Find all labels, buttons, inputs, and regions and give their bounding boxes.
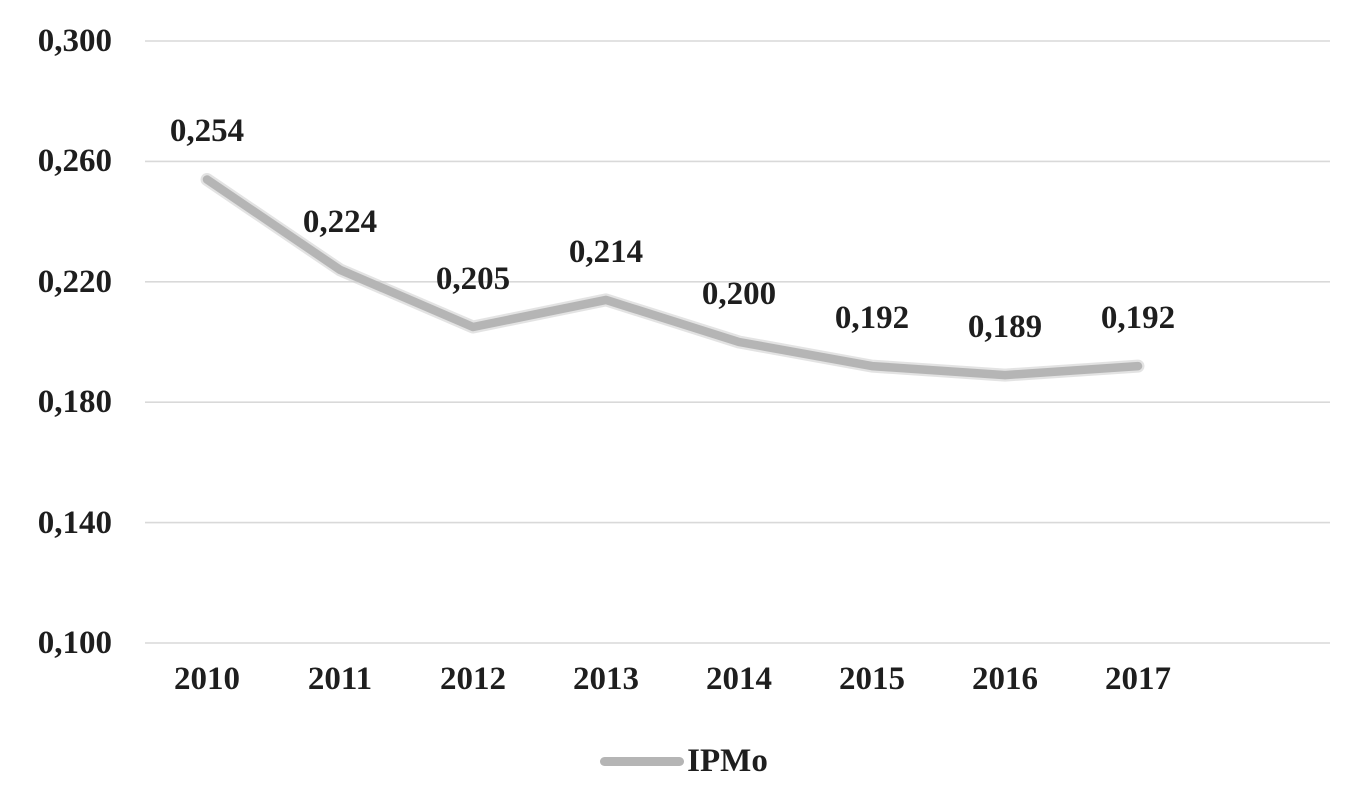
- y-tick-label: 0,180: [37, 384, 112, 421]
- x-tick-label: 2013: [573, 661, 639, 697]
- data-label: 0,214: [568, 233, 644, 270]
- legend: IPMo: [0, 740, 1368, 782]
- x-tick-label: 2012: [440, 661, 506, 697]
- data-label: 0,192: [1100, 300, 1176, 337]
- data-label: 0,200: [701, 276, 777, 312]
- x-tick-label: 2014: [706, 661, 772, 697]
- x-tick-label: 2011: [307, 661, 373, 697]
- y-tick-label: 0,100: [37, 625, 112, 661]
- data-label: 0,224: [302, 203, 378, 240]
- x-tick-label: 2015: [839, 661, 905, 697]
- y-tick-label: 0,220: [37, 263, 112, 300]
- y-tick-label: 0,260: [37, 143, 112, 180]
- x-tick-label: 2010: [174, 661, 240, 697]
- x-tick-label: 2017: [1105, 661, 1171, 697]
- data-label: 0,192: [834, 300, 910, 337]
- legend-line-marker: [600, 756, 685, 766]
- legend-label: IPMo: [687, 743, 768, 779]
- data-label: 0,254: [169, 113, 245, 150]
- series-line-ipmo: [202, 175, 1143, 380]
- y-tick-label: 0,140: [37, 504, 112, 541]
- gridlines: [145, 40, 1330, 644]
- data-label: 0,205: [435, 260, 511, 297]
- series-group: [200, 173, 1145, 382]
- data-label: 0,189: [967, 309, 1043, 346]
- y-tick-label: 0,300: [37, 23, 112, 59]
- x-tick-label: 2016: [972, 661, 1038, 697]
